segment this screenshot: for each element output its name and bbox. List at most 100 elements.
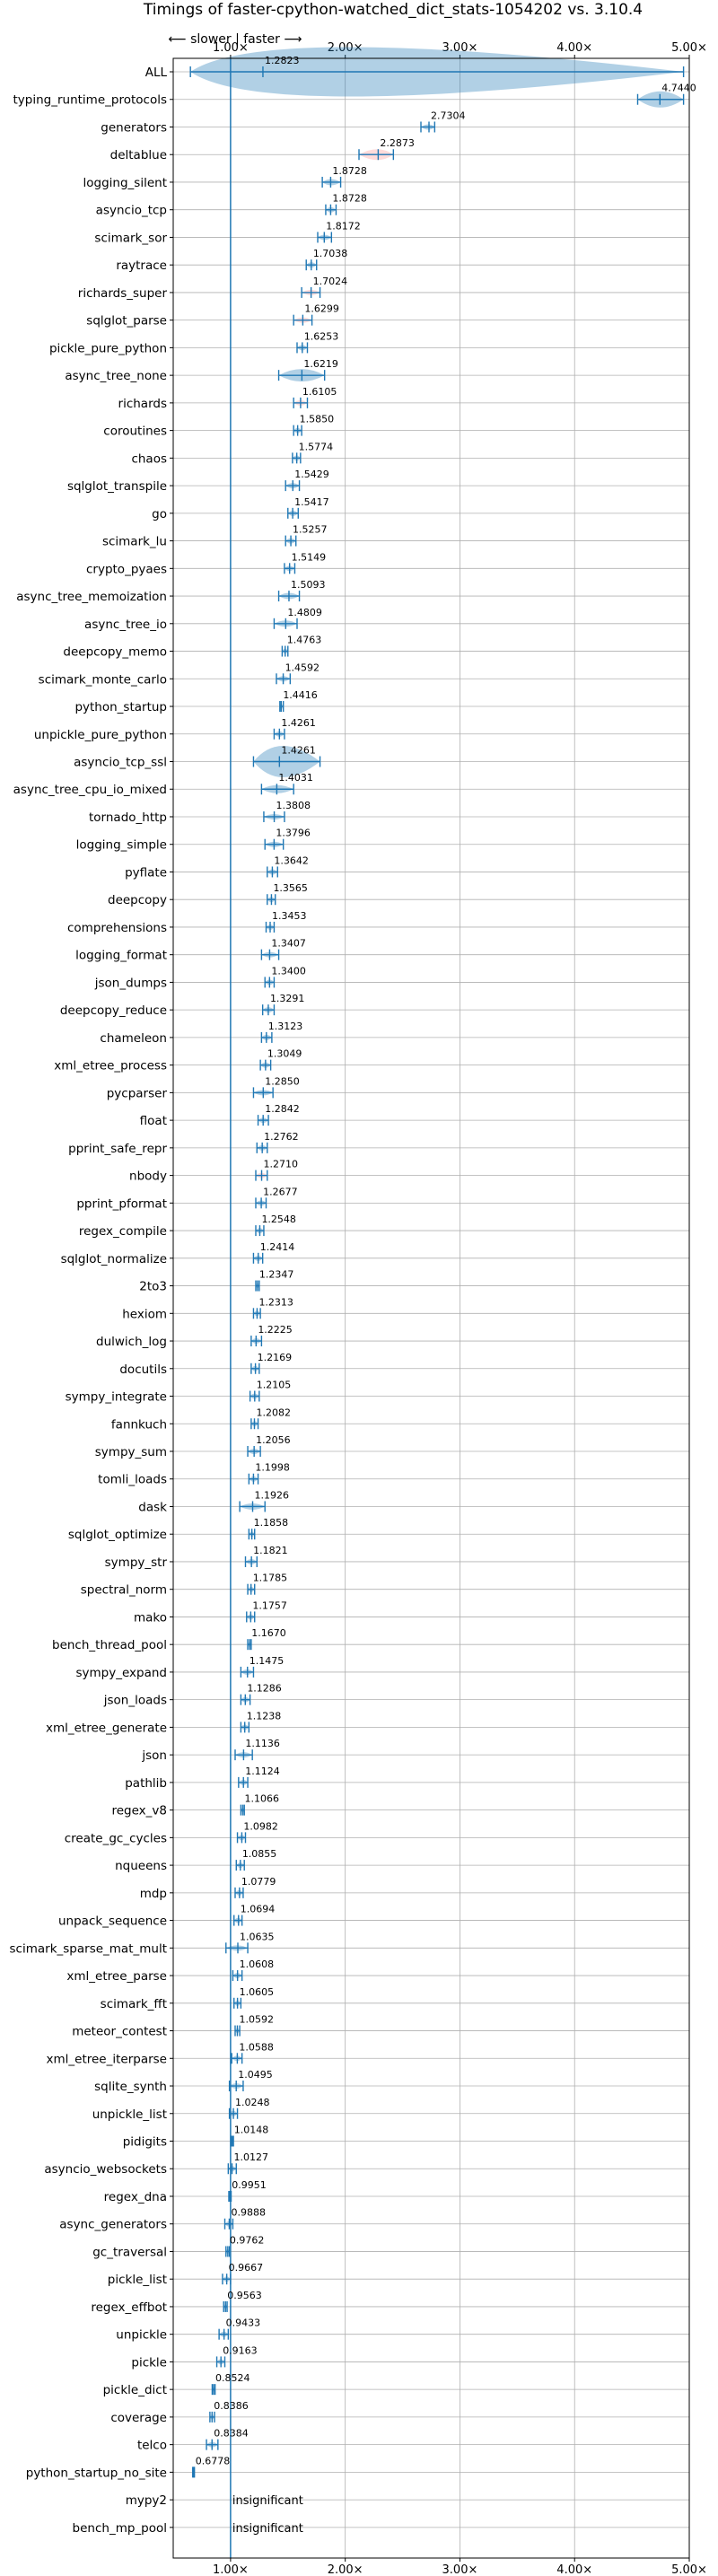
value-label: 1.0779 (241, 1876, 276, 1888)
benchmark-label: deepcopy_memo (63, 645, 167, 660)
value-label: 1.6299 (304, 303, 339, 315)
value-label: 1.3642 (274, 854, 309, 866)
value-label: 1.0982 (243, 1820, 278, 1832)
value-label: 1.2414 (260, 1241, 295, 1253)
benchmark-label: hexiom (122, 1307, 167, 1321)
value-label: 1.4416 (283, 689, 318, 701)
value-label: 1.1858 (254, 1517, 289, 1529)
value-label: 1.7024 (313, 276, 348, 287)
benchmark-label: typing_runtime_protocols (13, 93, 168, 108)
value-label: 1.6219 (303, 358, 338, 370)
benchmark-label: go (152, 507, 167, 521)
value-label: 1.4031 (278, 772, 313, 784)
value-label: 0.8384 (214, 2428, 248, 2440)
value-label: 1.3049 (267, 1048, 302, 1060)
benchmark-label: sqlglot_transpile (67, 479, 167, 494)
benchmark-label: coroutines (103, 425, 167, 439)
grid (173, 58, 690, 2558)
value-label: 1.1124 (245, 1766, 280, 1777)
benchmark-label: asyncio_websockets (44, 2162, 167, 2177)
insignificant-label: insignificant (232, 2494, 303, 2508)
value-label: 1.8728 (332, 165, 367, 177)
value-label: 1.7038 (313, 248, 348, 259)
x-tick-label-bottom: 1.00× (213, 2563, 249, 2576)
benchmark-label: xml_etree_iterparse (47, 2052, 168, 2066)
benchmark-label: sqlglot_optimize (68, 1528, 167, 1542)
value-label: 1.0588 (239, 2041, 274, 2053)
benchmark-label: pickle_pure_python (49, 341, 167, 355)
benchmark-label: sympy_str (105, 1555, 168, 1570)
benchmark-label: sympy_sum (95, 1445, 167, 1459)
x-tick-label-top: 5.00× (671, 41, 707, 55)
benchmark-label: richards_super (78, 286, 168, 301)
x-tick-label-top: 4.00× (556, 41, 592, 55)
value-label: 0.9667 (229, 2262, 264, 2274)
value-label: 0.9433 (226, 2318, 261, 2329)
benchmark-label: chaos (131, 451, 167, 466)
value-label: 1.3123 (268, 1021, 303, 1032)
value-label: 1.3291 (270, 993, 305, 1004)
value-label: 1.5429 (294, 469, 329, 480)
insignificant-label: insignificant (232, 2522, 303, 2536)
benchmark-label: xml_etree_parse (66, 1969, 167, 1984)
value-label: 1.8172 (326, 220, 361, 232)
benchmark-label: meteor_contest (72, 2025, 167, 2039)
value-label: 1.2677 (263, 1186, 298, 1197)
value-label: 0.6778 (196, 2455, 230, 2466)
benchmark-label: tornado_http (89, 810, 167, 825)
value-label: 1.0592 (239, 2014, 274, 2026)
benchmark-label: docutils (119, 1362, 167, 1377)
value-label: 1.3400 (271, 965, 306, 977)
benchmark-label: deepcopy_reduce (60, 1003, 167, 1018)
benchmark-label: deltablue (110, 148, 167, 162)
value-label: 1.4261 (281, 745, 316, 757)
value-label: 1.4592 (285, 662, 320, 673)
benchmark-label: json (141, 1748, 167, 1763)
value-label: 1.1286 (247, 1683, 282, 1695)
benchmark-label: tomli_loads (98, 1473, 167, 1487)
benchmark-label: scimark_sparse_mat_mult (10, 1941, 167, 1956)
x-tick-label-top: 1.00× (213, 41, 249, 55)
benchmark-label: sqlite_synth (94, 2080, 167, 2094)
benchmark-label: unpickle_list (92, 2107, 167, 2122)
value-label: 1.1475 (250, 1655, 285, 1667)
value-label: 2.2873 (380, 137, 415, 149)
benchmark-label: dulwich_log (96, 1335, 167, 1349)
benchmark-label: bench_thread_pool (52, 1638, 167, 1652)
value-label: 1.6253 (304, 330, 339, 342)
benchmark-label: mako (134, 1610, 167, 1625)
benchmark-label: richards (118, 397, 167, 411)
chart-marks: 1.2823 4.7440 2.7304 2.2873 1.8728 1.8728 1.81… (189, 47, 696, 2558)
value-label: 1.0127 (234, 2151, 269, 2163)
benchmark-label: bench_mp_pool (73, 2521, 167, 2536)
benchmark-label: async_tree_io (84, 618, 167, 632)
x-tick-label-bottom: 3.00× (442, 2563, 478, 2576)
benchmark-label: spectral_norm (81, 1583, 167, 1598)
value-label: 1.6105 (302, 386, 337, 398)
x-tick-label-top: 3.00× (442, 41, 478, 55)
value-label: 1.0855 (242, 1848, 277, 1860)
value-label: 1.1136 (245, 1738, 280, 1749)
benchmark-label: coverage (110, 2411, 167, 2425)
benchmark-label: sqlglot_normalize (61, 1252, 167, 1266)
benchmark-label: crypto_pyaes (86, 562, 167, 576)
x-tick-label-top: 2.00× (328, 41, 363, 55)
benchmark-label: unpack_sequence (58, 1914, 167, 1929)
value-label: 1.0248 (235, 2097, 270, 2108)
benchmark-label: pprint_safe_repr (68, 1142, 167, 1156)
value-label: 1.2169 (258, 1352, 293, 1363)
benchmark-label: pickle_list (108, 2273, 167, 2287)
benchmark-label: json_loads (103, 1694, 167, 1708)
value-label: 1.1821 (253, 1545, 288, 1556)
benchmark-label: pprint_pformat (76, 1196, 167, 1211)
benchmark-label: scimark_sor (94, 231, 167, 245)
value-label: 1.2105 (257, 1380, 292, 1391)
benchmark-label: xml_etree_process (54, 1059, 167, 1073)
benchmark-label: asyncio_tcp (96, 204, 167, 218)
benchmark-label: pyflate (125, 865, 167, 880)
benchmark-label: async_tree_none (65, 369, 167, 383)
value-label: 1.0605 (240, 1986, 275, 1998)
value-label: 0.9951 (232, 2179, 267, 2191)
y-axis-labels: ALL typing_runtime_protocols generators del… (10, 66, 173, 2536)
